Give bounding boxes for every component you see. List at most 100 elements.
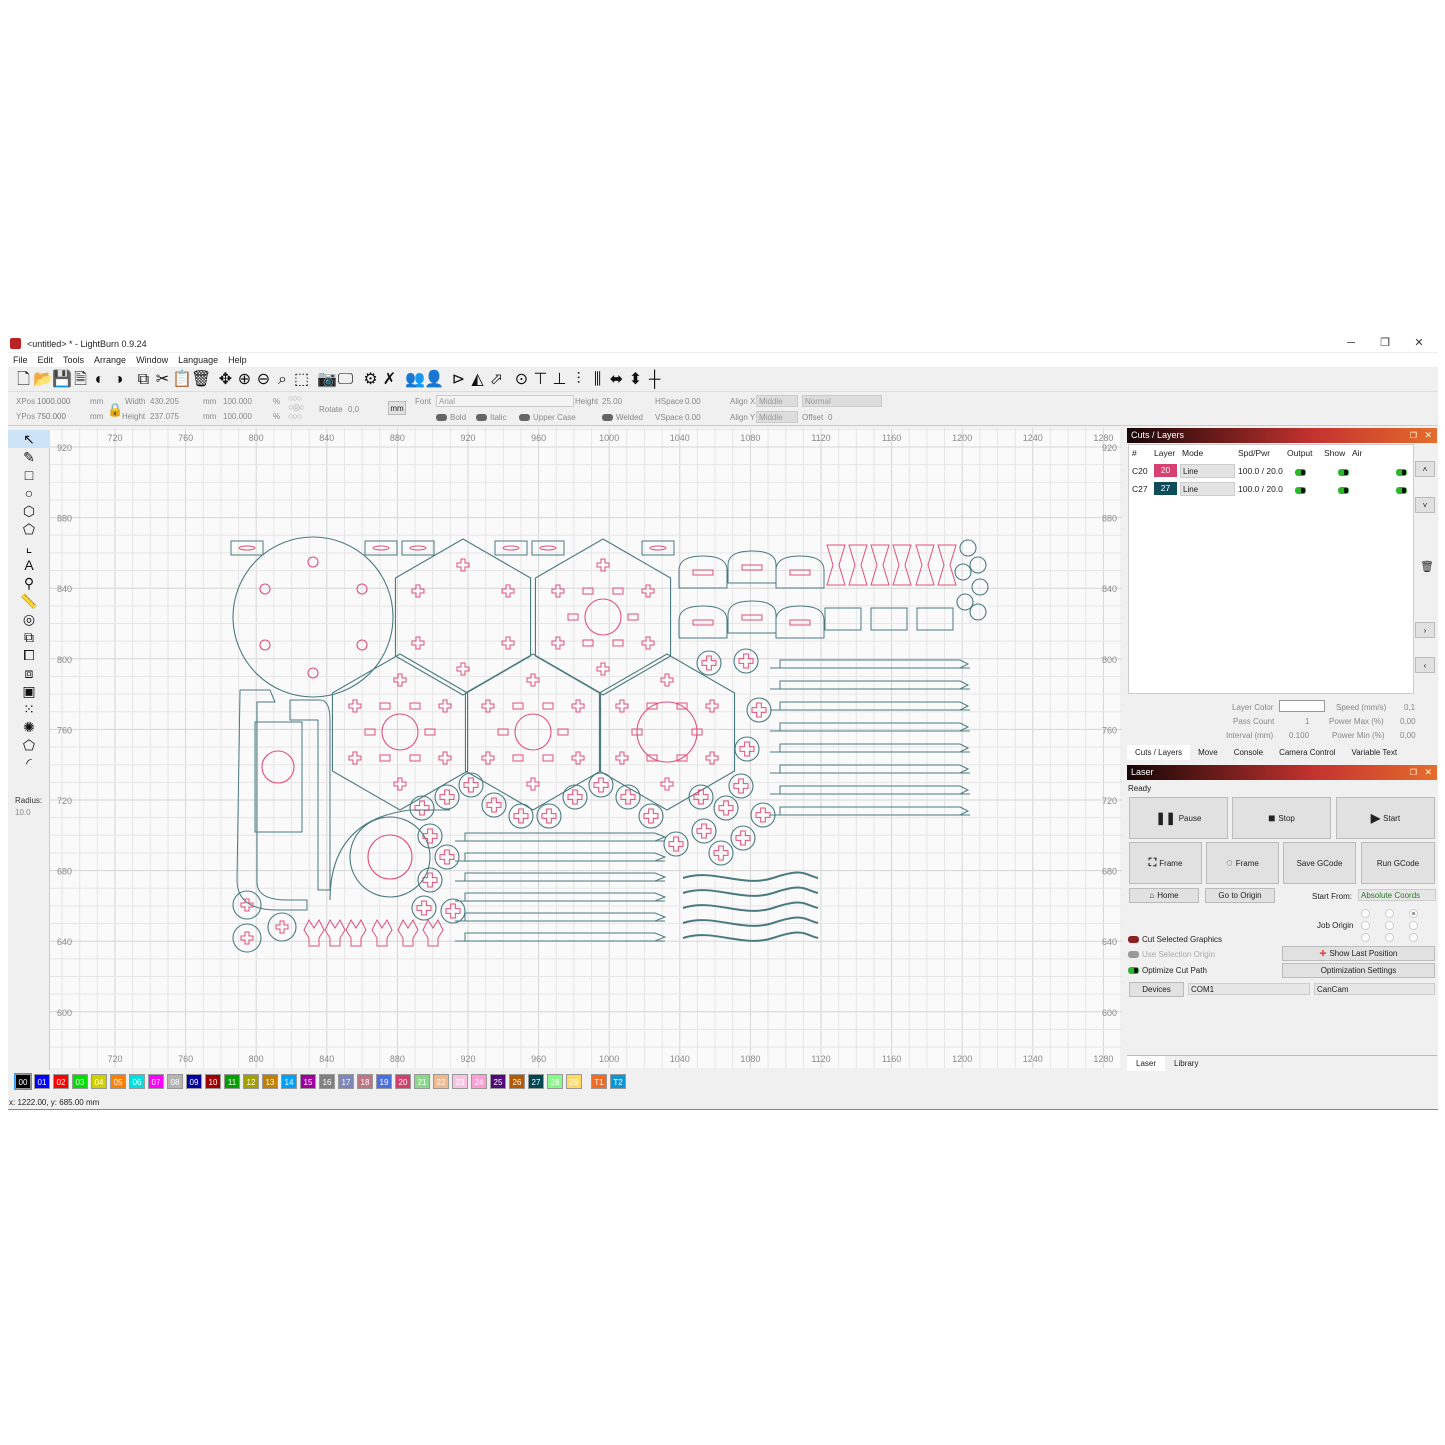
zoom-selection-icon[interactable]: ⬚ [293, 370, 310, 388]
power-max-input[interactable]: 0,00 [1400, 717, 1416, 726]
job-origin-radio[interactable] [1409, 933, 1418, 942]
tab-variable-text[interactable]: Variable Text [1351, 748, 1398, 757]
polygon-icon[interactable]: ⬡ [22, 503, 36, 519]
scale-height-input[interactable]: 100.000 [223, 412, 252, 421]
fillet-icon[interactable]: ◜ [26, 755, 32, 771]
lock-aspect-icon[interactable]: 🔒 [107, 402, 124, 417]
palette-color-20[interactable]: 20 [395, 1074, 411, 1089]
vspace-input[interactable]: 0.00 [685, 413, 701, 422]
text-height-input[interactable]: 25.00 [602, 397, 623, 406]
palette-color-09[interactable]: 09 [186, 1074, 202, 1089]
flip-horizontal-icon[interactable]: ⊳ [451, 370, 466, 388]
radius-input[interactable]: 10.0 [15, 808, 31, 817]
menu-language[interactable]: Language [178, 355, 219, 365]
offset-input[interactable]: 0 [828, 413, 833, 422]
menu-help[interactable]: Help [228, 355, 247, 365]
close-path-icon[interactable]: ⬠ [22, 737, 36, 753]
show-toggle[interactable] [1338, 469, 1349, 476]
measure-icon[interactable]: 📏 [20, 593, 38, 609]
menu-arrange[interactable]: Arrange [94, 355, 127, 365]
home-button[interactable]: ⌂ Home [1129, 888, 1199, 903]
ellipse-icon[interactable]: ○ [24, 485, 34, 501]
group-icon[interactable]: 👥 [405, 370, 425, 388]
grid-array-icon[interactable]: ⁙ [23, 701, 35, 717]
close-icon[interactable]: ✕ [1424, 430, 1432, 440]
cut-selected-toggle[interactable]: Cut Selected Graphics [1128, 935, 1222, 944]
palette-color-00[interactable]: 00 [14, 1073, 32, 1090]
boolean-union-icon[interactable]: ⧉ [24, 629, 34, 645]
ypos-input[interactable]: 750.000 [37, 412, 66, 421]
xpos-input[interactable]: 1000.000 [37, 397, 71, 406]
palette-color-02[interactable]: 02 [53, 1074, 69, 1089]
distribute-v-icon[interactable]: ⬍ [628, 370, 643, 388]
palette-color-27[interactable]: 27 [528, 1074, 544, 1089]
align-bottom-icon[interactable]: ⊥ [552, 370, 567, 388]
palette-color-04[interactable]: 04 [91, 1074, 107, 1089]
menu-window[interactable]: Window [136, 355, 169, 365]
width-input[interactable]: 430.205 [150, 397, 179, 406]
export-icon[interactable]: ◑ [113, 370, 124, 388]
aligny-select[interactable]: Middle [756, 411, 798, 423]
bold-toggle[interactable]: Bold [436, 413, 466, 422]
palette-color-16[interactable]: 16 [319, 1074, 335, 1089]
expand-right-button[interactable]: › [1415, 622, 1435, 638]
flip-vertical-icon[interactable]: ◭ [471, 370, 484, 388]
tab-camera-control[interactable]: Camera Control [1279, 748, 1336, 757]
move-layer-down-button[interactable]: ˅ [1415, 497, 1435, 513]
pause-button[interactable]: ❚❚ Pause [1129, 797, 1228, 839]
palette-color-06[interactable]: 06 [129, 1074, 145, 1089]
menu-file[interactable]: File [13, 355, 28, 365]
new-file-icon[interactable]: 🗋 [17, 370, 30, 388]
rotate-input[interactable]: 0,0 [348, 405, 360, 414]
palette-color-18[interactable]: 18 [357, 1074, 373, 1089]
job-origin-radio[interactable] [1409, 909, 1418, 918]
welded-toggle[interactable]: Welded [602, 413, 643, 422]
edit-nodes-icon[interactable]: ⬠ [22, 521, 36, 537]
frame-circle-button[interactable]: ◌ Frame [1206, 842, 1279, 884]
palette-color-26[interactable]: 26 [509, 1074, 525, 1089]
go-to-origin-button[interactable]: Go to Origin [1205, 888, 1275, 903]
offset-icon[interactable]: ◎ [22, 611, 36, 627]
optimize-cut-path-toggle[interactable]: Optimize Cut Path [1128, 966, 1207, 975]
palette-color-13[interactable]: 13 [262, 1074, 278, 1089]
move-icon[interactable]: ✥ [218, 370, 233, 388]
job-origin-radio[interactable] [1385, 909, 1394, 918]
tab-cuts-layers[interactable]: Cuts / Layers [1127, 745, 1191, 760]
job-origin-radio[interactable] [1361, 933, 1370, 942]
use-selection-origin-toggle[interactable]: Use Selection Origin [1128, 950, 1215, 959]
weld-icon[interactable]: ▣ [22, 683, 36, 699]
alignx-select[interactable]: Middle [756, 395, 798, 407]
job-origin-radio[interactable] [1385, 933, 1394, 942]
palette-color-10[interactable]: 10 [205, 1074, 221, 1089]
tools-icon[interactable]: ✗ [382, 370, 397, 388]
palette-color-T1[interactable]: T1 [591, 1074, 607, 1089]
rotate-icon[interactable]: ⬀ [489, 370, 504, 388]
air-toggle[interactable] [1396, 487, 1407, 494]
optimization-settings-button[interactable]: Optimization Settings [1282, 963, 1435, 978]
scale-width-input[interactable]: 100.000 [223, 397, 252, 406]
close-button[interactable]: ✕ [1414, 337, 1424, 349]
open-folder-icon[interactable]: 📂 [33, 370, 53, 388]
design-canvas[interactable]: 720 720 760 760 800 800 840 840 880 880 920 920 960 9… [50, 428, 1122, 1068]
paste-icon[interactable]: 📋 [172, 370, 192, 388]
mode-select[interactable]: Line [1180, 464, 1235, 478]
start-from-select[interactable]: Absolute Coords [1358, 889, 1436, 901]
palette-color-15[interactable]: 15 [300, 1074, 316, 1089]
text-icon[interactable]: A [24, 557, 34, 573]
select-arrow-icon[interactable]: ↖ [8, 430, 50, 448]
tab-library[interactable]: Library [1174, 1059, 1199, 1068]
air-toggle[interactable] [1396, 469, 1407, 476]
zoom-out-icon[interactable]: ⊖ [256, 370, 271, 388]
palette-color-24[interactable]: 24 [471, 1074, 487, 1089]
port-select[interactable]: COM1 [1188, 983, 1310, 995]
save-icon[interactable]: 💾 [52, 370, 72, 388]
speed-input[interactable]: 0,1 [1404, 703, 1416, 712]
unit-toggle-button[interactable]: mm [388, 401, 406, 415]
italic-toggle[interactable]: Italic [476, 413, 506, 422]
palette-color-03[interactable]: 03 [72, 1074, 88, 1089]
menu-edit[interactable]: Edit [37, 355, 54, 365]
show-toggle[interactable] [1338, 487, 1349, 494]
pen-icon[interactable]: ✎ [23, 449, 35, 465]
anchor-grid[interactable]: ○○○ ○◎○ ○○○ [288, 393, 305, 421]
layer-row[interactable]: C20 20 Line 100.0 / 20.0 [1129, 463, 1413, 480]
